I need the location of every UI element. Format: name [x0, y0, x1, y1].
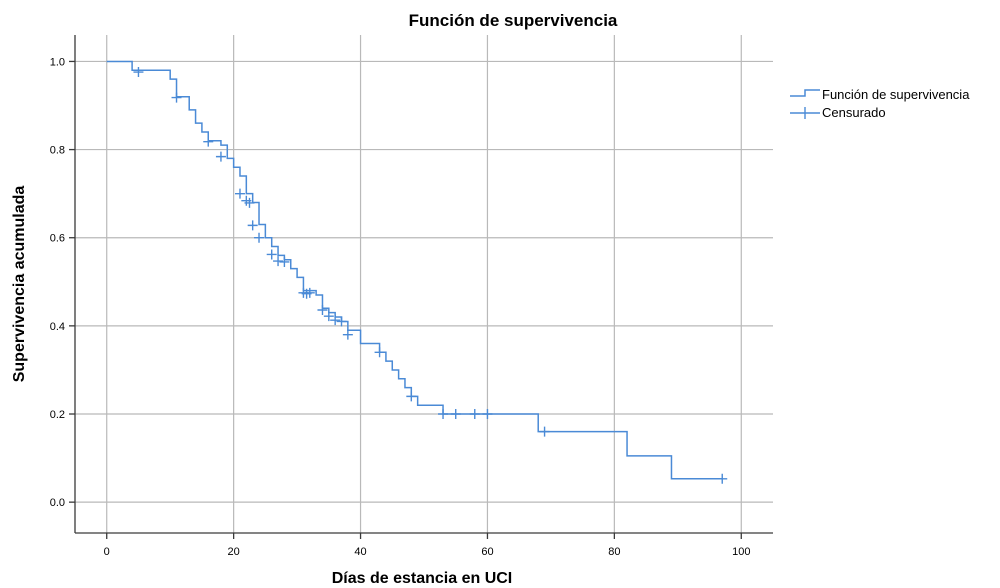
- legend-censor-glyph: [790, 107, 820, 119]
- censor-mark: [539, 426, 550, 437]
- censor-mark: [203, 136, 214, 147]
- censor-mark: [317, 305, 328, 316]
- legend-label-censored: Censurado: [822, 105, 886, 120]
- censor-mark: [406, 391, 417, 402]
- x-tick-label-40: 40: [354, 546, 366, 558]
- x-axis-label: Días de estancia en UCI: [332, 570, 513, 587]
- y-tick-label-0.8: 0.8: [50, 145, 65, 157]
- censor-mark: [244, 197, 255, 208]
- tick-labels: 0 20 40 60 80 100 0.0 0.2 0.4 0.6 0.8 1.0: [50, 56, 751, 558]
- legend-censor-cross: [790, 107, 820, 119]
- chart-title: Función de supervivencia: [409, 11, 618, 30]
- legend-step-glyph: [790, 89, 820, 97]
- x-tick-label-100: 100: [732, 546, 750, 558]
- censor-mark: [133, 67, 144, 78]
- y-tick-label-0.4: 0.4: [50, 321, 65, 333]
- censor-mark: [336, 316, 347, 327]
- censor-mark: [273, 256, 284, 267]
- censor-mark: [469, 409, 480, 420]
- x-tick-label-60: 60: [481, 546, 493, 558]
- x-tick-label-0: 0: [104, 546, 110, 558]
- x-tick-label-80: 80: [608, 546, 620, 558]
- censor-mark: [171, 92, 182, 103]
- censor-mark: [247, 220, 258, 231]
- y-tick-label-0.0: 0.0: [50, 497, 65, 509]
- censor-mark: [342, 329, 353, 340]
- plot-series: [106, 60, 728, 484]
- censor-mark: [374, 347, 385, 358]
- legend: Función de supervivencia Censurado: [790, 87, 970, 120]
- censor-mark: [304, 287, 315, 298]
- censor-mark: [450, 409, 461, 420]
- y-tick-label-0.6: 0.6: [50, 233, 65, 245]
- y-tick-label-1.0: 1.0: [50, 56, 65, 68]
- censor-mark: [279, 256, 290, 267]
- censor-mark: [266, 249, 277, 260]
- censor-mark: [717, 473, 728, 484]
- censor-mark: [323, 311, 334, 322]
- censor-mark: [215, 151, 226, 162]
- y-axis-label: Supervivencia acumulada: [11, 186, 28, 383]
- censor-mark: [438, 409, 449, 420]
- y-tick-label-0.2: 0.2: [50, 409, 65, 421]
- censor-mark: [482, 409, 493, 420]
- legend-label-survival: Función de supervivencia: [822, 87, 970, 102]
- axes: [69, 35, 773, 539]
- survival-step-line: [106, 60, 723, 480]
- x-tick-label-20: 20: [228, 546, 240, 558]
- censor-mark: [330, 315, 341, 326]
- censor-mark: [254, 232, 265, 243]
- censor-mark: [234, 188, 245, 199]
- gridlines: [75, 35, 773, 533]
